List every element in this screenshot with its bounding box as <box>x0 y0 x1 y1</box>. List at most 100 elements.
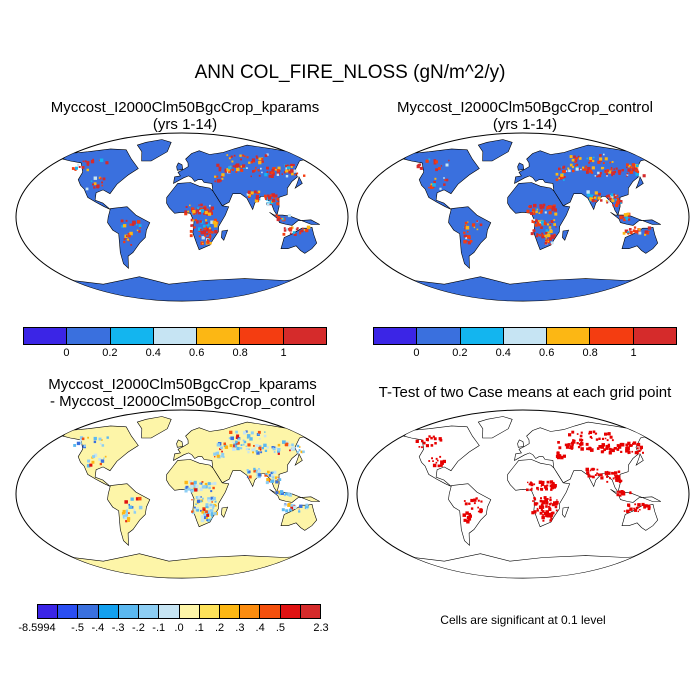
data-cell <box>626 446 630 451</box>
data-cell <box>276 216 281 220</box>
data-cell <box>598 192 601 196</box>
data-cell <box>462 513 466 517</box>
data-cell <box>208 227 211 230</box>
data-cell <box>207 238 210 242</box>
data-cell <box>635 172 639 176</box>
data-cell <box>135 497 140 501</box>
data-cell <box>439 455 442 458</box>
data-cell <box>270 479 274 483</box>
data-cell <box>196 221 199 224</box>
data-cell <box>549 205 552 208</box>
data-cell <box>93 176 97 180</box>
data-cell <box>619 442 624 447</box>
data-cell <box>433 180 436 184</box>
data-cell <box>582 166 585 169</box>
data-cell <box>198 204 200 206</box>
data-cell <box>615 478 619 482</box>
data-cell <box>221 173 225 177</box>
data-cell <box>538 480 543 484</box>
data-cell <box>199 220 202 223</box>
data-cell <box>254 199 259 203</box>
data-cell <box>138 496 142 501</box>
data-cell <box>621 491 626 496</box>
data-cell <box>194 488 198 492</box>
data-cell <box>464 502 468 506</box>
data-cell <box>551 511 555 515</box>
data-cell <box>542 514 544 516</box>
colorbar-swatch <box>417 328 461 344</box>
data-cell <box>253 447 256 450</box>
data-cell <box>198 227 202 231</box>
continent-uk <box>517 439 525 448</box>
data-cell <box>296 444 300 448</box>
data-cell <box>543 485 548 489</box>
data-cell <box>273 479 276 482</box>
data-cell <box>549 243 552 245</box>
data-cell <box>128 503 130 506</box>
data-cell <box>242 154 245 157</box>
data-cell <box>418 163 422 166</box>
data-cell <box>553 219 556 221</box>
data-cell <box>208 238 210 241</box>
data-cell <box>206 228 209 230</box>
data-cell <box>549 498 552 502</box>
data-cell <box>194 219 197 222</box>
data-cell <box>558 454 561 456</box>
data-cell <box>195 496 199 499</box>
data-cell <box>553 502 557 506</box>
data-cell <box>557 456 561 460</box>
data-cell <box>582 167 586 171</box>
colorbar-tick-label: 0.6 <box>189 347 205 359</box>
data-cell <box>636 443 639 446</box>
data-cell <box>206 510 210 514</box>
data-cell <box>243 431 247 435</box>
panel-1-title-line1: Myccost_I2000Clm50BgcCrop_kparams <box>50 99 320 116</box>
data-cell <box>242 439 245 442</box>
data-cell <box>200 209 204 213</box>
data-cell <box>291 172 294 176</box>
data-cell <box>591 467 595 471</box>
data-cell <box>574 164 577 167</box>
panel-3-title-line1: Myccost_I2000Clm50BgcCrop_kparams <box>48 376 317 393</box>
data-cell <box>205 517 208 519</box>
data-cell <box>286 164 289 167</box>
colorbar-swatch <box>199 605 220 618</box>
continent-indonesia <box>610 212 661 226</box>
colorbar-swatch <box>67 328 111 344</box>
data-cell <box>577 446 581 449</box>
data-cell <box>276 173 280 176</box>
data-cell <box>432 460 434 462</box>
data-cell <box>286 168 289 171</box>
data-cell <box>586 443 589 446</box>
data-cell <box>640 449 642 451</box>
data-cell <box>463 231 466 234</box>
data-cell <box>569 163 573 167</box>
data-cell <box>282 440 286 444</box>
data-cell <box>642 451 644 454</box>
data-cell <box>632 442 635 445</box>
data-cell <box>545 505 548 508</box>
data-cell <box>251 158 256 162</box>
colorbar-tick-label: 0.6 <box>539 347 555 359</box>
data-cell <box>613 168 615 170</box>
data-cell <box>605 446 609 450</box>
data-cell <box>211 501 213 503</box>
data-cell <box>133 511 137 514</box>
data-cell <box>437 464 441 468</box>
data-cell <box>606 433 608 435</box>
data-cell <box>278 478 282 481</box>
data-cell <box>592 475 595 479</box>
data-cell <box>193 213 195 215</box>
data-cell <box>537 489 539 491</box>
panel-1-colorbar-labels: 0 0.2 0.4 0.6 0.8 1 <box>23 347 327 361</box>
data-cell <box>275 480 279 484</box>
data-cell <box>622 231 626 235</box>
data-cell <box>468 514 472 518</box>
data-cell <box>298 510 301 513</box>
data-cell <box>540 497 542 500</box>
colorbar-swatch <box>78 605 99 618</box>
data-cell <box>245 430 248 433</box>
data-cell <box>261 158 264 161</box>
data-cell <box>647 507 651 511</box>
data-cell <box>277 166 281 170</box>
